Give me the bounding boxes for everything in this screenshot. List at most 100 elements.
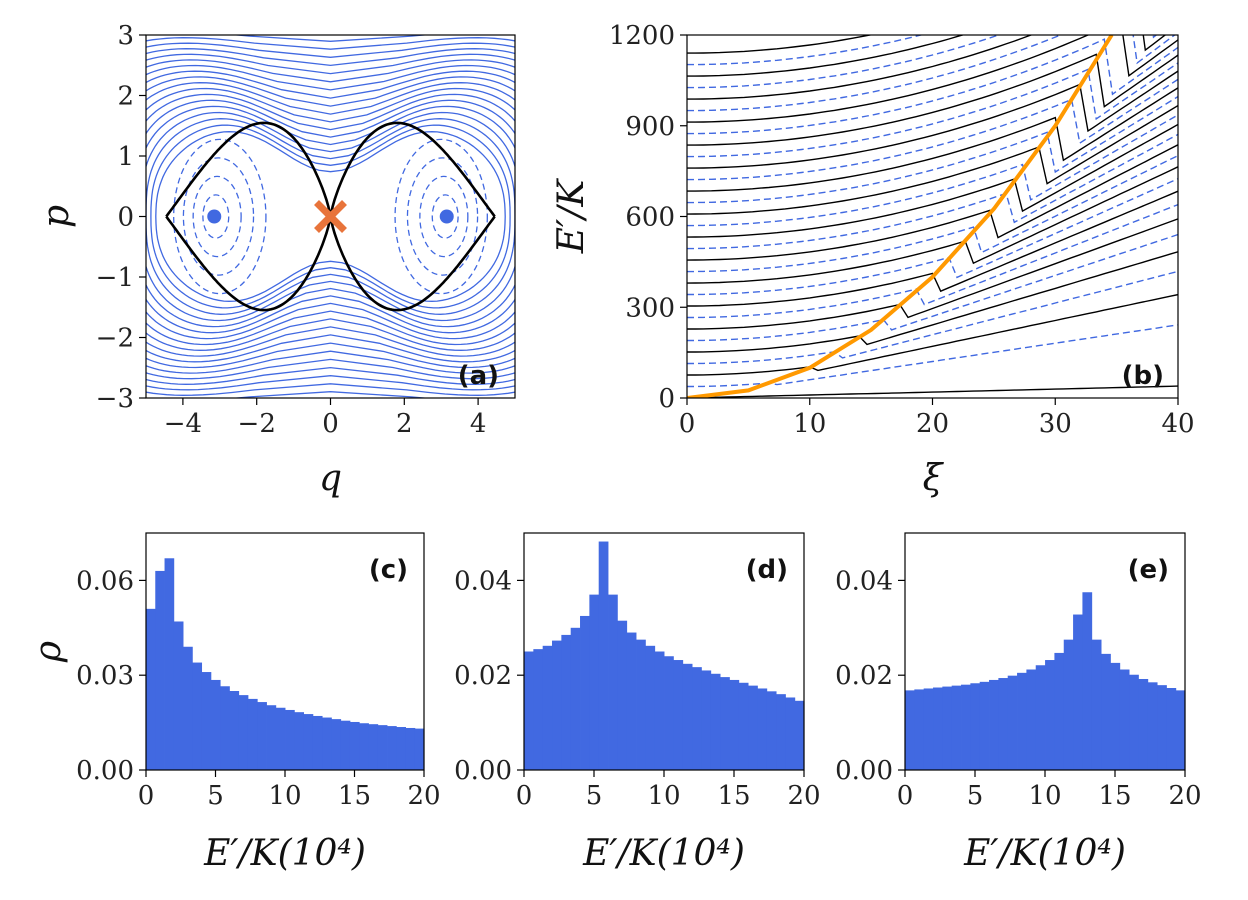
histogram-bar	[210, 679, 221, 770]
y-tick-label: −2	[96, 324, 134, 354]
histogram-bar	[146, 608, 156, 770]
histogram-bar	[979, 681, 990, 770]
outer-orbit	[146, 118, 515, 315]
outer-orbit	[155, 131, 506, 302]
solid-level	[687, 35, 965, 77]
panel-a: −4 −2 0 2 4 −3 −2 −1 0 1 2 3 q p (a)	[36, 21, 516, 499]
histogram-bar	[561, 634, 572, 770]
contour-group	[146, 35, 515, 398]
histogram-bar	[654, 651, 665, 770]
histogram-bar	[312, 715, 323, 770]
histogram-bar	[617, 620, 628, 770]
x-tick-label: −4	[164, 409, 202, 439]
y-tick-label: 900	[625, 112, 675, 142]
histogram-bar	[951, 685, 962, 770]
histogram-bar	[387, 726, 397, 770]
histogram-bar	[524, 651, 534, 770]
x-tick-label: 30	[1039, 409, 1072, 439]
outer-orbit	[146, 87, 515, 346]
histogram-bar	[933, 687, 943, 770]
histogram-bar	[266, 705, 277, 770]
histogram-bar	[322, 717, 332, 770]
y-tick-label: 0.03	[76, 661, 134, 691]
histogram-bar	[636, 639, 646, 770]
y-tick-label: 0.02	[454, 661, 512, 691]
x-tick-label: 5	[967, 781, 984, 811]
histogram-bar	[285, 709, 295, 770]
outer-orbit	[146, 105, 515, 328]
histogram-bar	[1007, 675, 1018, 770]
histogram-bar	[766, 691, 777, 770]
solid-level	[687, 144, 1178, 261]
dashed-level	[687, 154, 1178, 273]
inner-orbit	[431, 194, 459, 239]
panel-label: (c)	[369, 555, 408, 585]
histogram-bar	[701, 670, 712, 770]
dashed-level	[687, 203, 1178, 319]
histogram-bar	[785, 697, 796, 770]
dashed-level	[687, 133, 1178, 250]
solid-level	[687, 251, 1178, 353]
x-axis-label: E′/K(10⁴)	[203, 833, 366, 874]
histogram-bar	[923, 688, 934, 770]
solid-level	[687, 53, 1178, 146]
solid-level	[687, 293, 1178, 376]
histogram-bar	[710, 673, 721, 770]
histogram-bar	[1063, 639, 1074, 770]
y-tick-label: 0	[658, 384, 675, 414]
x-axis-label: ξ	[923, 458, 945, 499]
x-tick-label: 0	[322, 409, 339, 439]
histogram-bar	[1026, 669, 1037, 770]
histogram-bar	[201, 672, 212, 770]
histogram-bar	[414, 728, 425, 770]
solid-level	[687, 190, 1178, 307]
histogram-bar	[294, 712, 305, 770]
histogram-bar	[961, 684, 971, 770]
histogram-bar	[720, 677, 730, 770]
histogram-bar	[608, 594, 618, 770]
stable-point	[207, 209, 222, 224]
x-tick-label: 4	[470, 409, 487, 439]
histogram-bar	[776, 694, 786, 770]
histogram-bar	[998, 678, 1009, 770]
histogram-bar	[682, 663, 693, 770]
histogram-bar	[738, 682, 749, 770]
outer-orbit	[146, 70, 515, 363]
x-tick-label: 5	[586, 781, 603, 811]
panel-c: 0 5 10 15 20 0.00 0.03 0.06 E′/K(10⁴) ρ (c)	[28, 532, 441, 874]
x-tick-label: 10	[268, 781, 301, 811]
stable-point	[439, 209, 454, 224]
solid-level	[687, 35, 1167, 100]
x-tick-label: 15	[717, 781, 750, 811]
y-tick-label: 0.04	[835, 566, 893, 596]
histogram-bar	[570, 627, 581, 770]
solid-level	[687, 218, 1178, 330]
x-axis-label: q	[319, 458, 342, 499]
solid-level	[687, 123, 1178, 238]
histogram-bar	[970, 683, 981, 770]
outer-orbit	[146, 111, 515, 322]
histogram-bar	[1101, 653, 1111, 770]
separatrix-curve	[687, 35, 1114, 398]
y-tick-label: 3	[117, 21, 134, 51]
solid-level	[687, 70, 1178, 169]
dashed-level	[687, 114, 1178, 227]
y-tick-label: 0.04	[454, 566, 512, 596]
dashed-level	[687, 96, 1178, 204]
histogram-bar	[238, 695, 249, 770]
histogram-bar	[1091, 639, 1102, 770]
histogram-bar	[229, 691, 240, 770]
histogram-bar	[183, 646, 193, 770]
inner-orbit	[202, 194, 230, 239]
inner-orbit	[192, 175, 242, 258]
histogram-bar	[1073, 614, 1083, 770]
x-tick-label: 40	[1161, 409, 1194, 439]
y-tick-label: 1200	[609, 21, 675, 51]
separatrix	[165, 121, 332, 218]
x-tick-label: 10	[793, 409, 826, 439]
dashed-level	[687, 38, 1178, 135]
histogram-bar	[645, 645, 656, 770]
outer-orbit	[146, 76, 515, 357]
dashed-level	[687, 233, 1178, 342]
